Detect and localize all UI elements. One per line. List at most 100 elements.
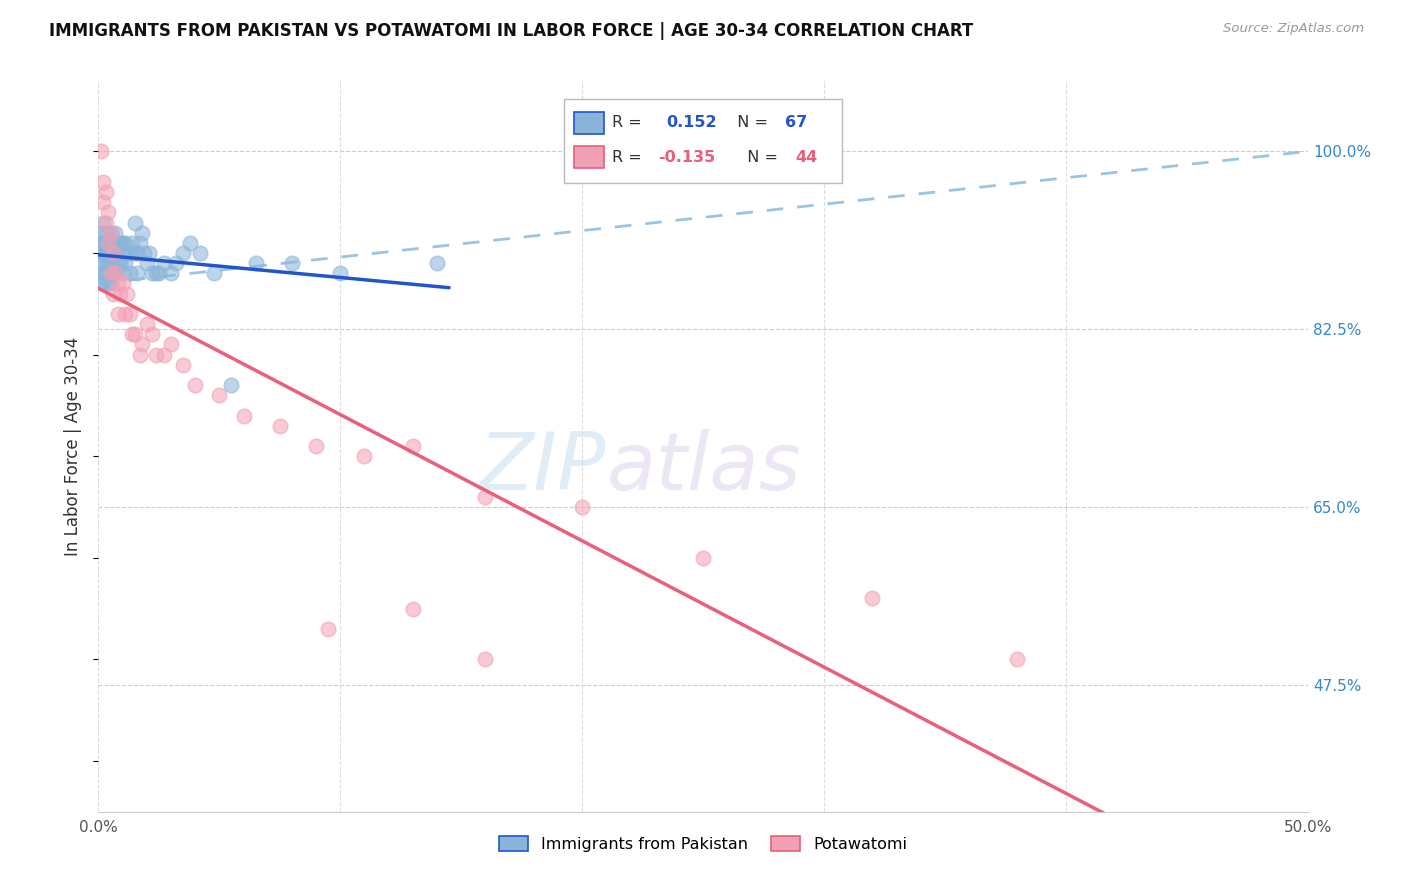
Point <box>114 256 136 270</box>
Point <box>118 307 141 321</box>
Point <box>135 256 157 270</box>
Point <box>91 246 114 260</box>
Point <box>111 246 134 260</box>
Point <box>172 358 194 372</box>
Point <box>94 235 117 250</box>
Point <box>90 277 112 291</box>
Point <box>104 266 127 280</box>
Text: N =: N = <box>737 150 783 165</box>
Point <box>128 235 150 250</box>
Point <box>107 235 129 250</box>
FancyBboxPatch shape <box>564 99 842 183</box>
Point <box>107 277 129 291</box>
Point <box>100 226 122 240</box>
Point <box>172 246 194 260</box>
Point <box>353 449 375 463</box>
Point <box>232 409 254 423</box>
Point <box>97 205 120 219</box>
Point <box>165 256 187 270</box>
Point <box>152 256 174 270</box>
Point <box>128 347 150 362</box>
Point <box>90 266 112 280</box>
Point <box>121 235 143 250</box>
Point <box>91 277 114 291</box>
Point <box>97 235 120 250</box>
Point <box>329 266 352 280</box>
Point <box>269 418 291 433</box>
Point <box>281 256 304 270</box>
Point <box>179 235 201 250</box>
Point <box>245 256 267 270</box>
Point <box>91 266 114 280</box>
Point <box>474 652 496 666</box>
Point <box>117 286 139 301</box>
Point <box>94 246 117 260</box>
Point <box>571 500 593 514</box>
Point <box>127 266 149 280</box>
Point <box>100 246 122 260</box>
Point <box>141 327 163 342</box>
Text: ZIP: ZIP <box>479 429 606 507</box>
Point <box>94 256 117 270</box>
Point <box>117 246 139 260</box>
Text: 67: 67 <box>785 115 807 130</box>
Text: R =: R = <box>613 150 647 165</box>
Point <box>101 286 124 301</box>
Point <box>111 266 134 280</box>
Point <box>138 246 160 260</box>
Point <box>101 246 124 260</box>
Point <box>97 246 120 260</box>
Text: N =: N = <box>727 115 773 130</box>
Point <box>131 337 153 351</box>
Point <box>101 235 124 250</box>
Point <box>90 226 112 240</box>
Point <box>97 235 120 250</box>
Point <box>152 347 174 362</box>
Point <box>114 235 136 250</box>
Point <box>121 327 143 342</box>
Point <box>402 439 425 453</box>
Point <box>184 378 207 392</box>
Point <box>134 246 156 260</box>
Point <box>111 235 134 250</box>
Point <box>90 235 112 250</box>
Point <box>108 235 131 250</box>
Point <box>97 256 120 270</box>
Point <box>188 246 211 260</box>
Point <box>118 246 141 260</box>
Point <box>107 256 129 270</box>
Point <box>100 266 122 280</box>
Point <box>91 195 114 210</box>
Point <box>402 601 425 615</box>
Point <box>160 266 183 280</box>
Point <box>108 286 131 301</box>
Point <box>100 277 122 291</box>
Point <box>100 226 122 240</box>
Point <box>104 266 127 280</box>
Point <box>474 490 496 504</box>
Point <box>90 246 112 260</box>
Point <box>221 378 243 392</box>
Point <box>108 256 131 270</box>
Bar <box>574 146 603 168</box>
Point <box>90 145 112 159</box>
Point <box>100 256 122 270</box>
Point <box>316 622 339 636</box>
Point <box>94 215 117 229</box>
Text: Source: ZipAtlas.com: Source: ZipAtlas.com <box>1223 22 1364 36</box>
Point <box>111 277 134 291</box>
Point <box>90 256 112 270</box>
Point <box>91 235 114 250</box>
Point <box>124 246 146 260</box>
Point <box>118 266 141 280</box>
Bar <box>574 112 603 134</box>
Point <box>124 327 146 342</box>
Text: 0.152: 0.152 <box>666 115 717 130</box>
Point <box>204 266 226 280</box>
Point <box>107 307 129 321</box>
Text: -0.135: -0.135 <box>658 150 716 165</box>
Point <box>141 266 163 280</box>
Text: atlas: atlas <box>606 429 801 507</box>
Point <box>131 226 153 240</box>
Point <box>692 550 714 565</box>
